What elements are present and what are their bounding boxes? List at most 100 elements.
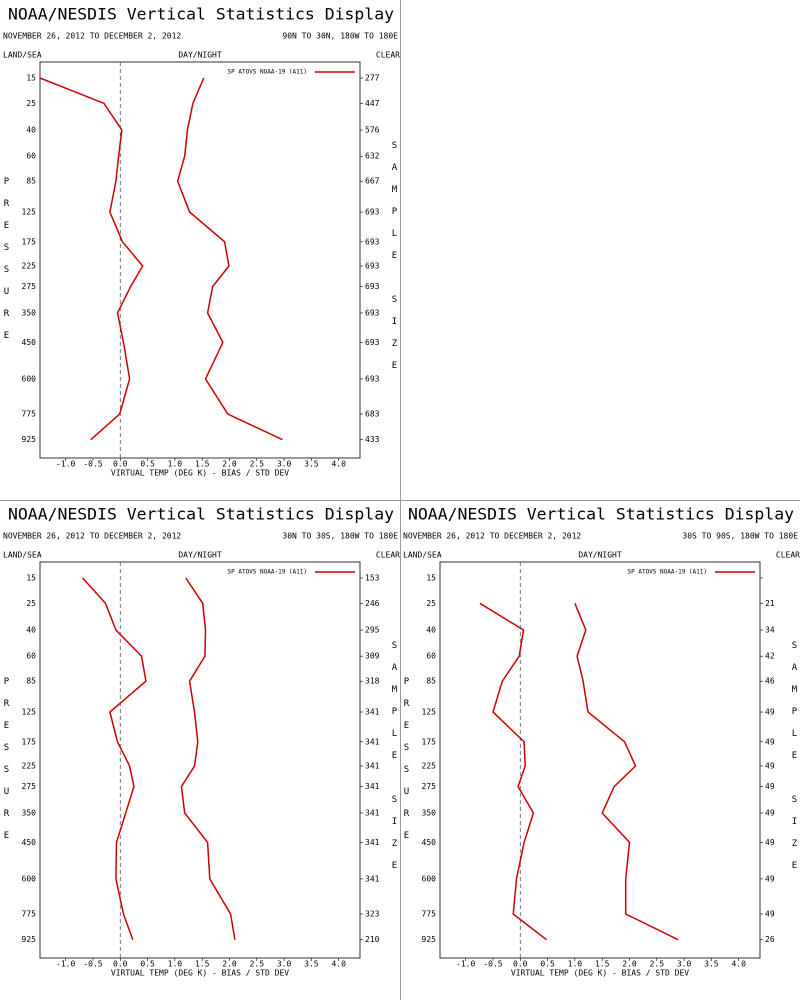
profile-line — [176, 77, 283, 441]
x-tick-label: -1.0 — [56, 460, 75, 469]
sample-size-label: 693 — [365, 374, 380, 383]
y-tick-label: 85 — [26, 677, 36, 686]
y-tick-label: 85 — [426, 677, 436, 686]
sample-size-label: 693 — [365, 282, 380, 291]
x-tick-label: 4.0 — [331, 460, 346, 469]
sample-size-label: 49 — [765, 782, 775, 791]
sample-size-label: 341 — [365, 838, 380, 847]
y-axis-label: PRESSURE — [2, 677, 12, 853]
profile-line — [180, 577, 236, 940]
y-tick-label: 15 — [26, 573, 36, 582]
x-tick-label: 3.5 — [704, 960, 719, 969]
sample-size-label: 49 — [765, 909, 775, 918]
sample-size-label: 49 — [765, 761, 775, 770]
y-tick-label: 600 — [422, 874, 437, 883]
chart-title: NOAA/NESDIS Vertical Statistics Display — [8, 505, 394, 524]
header-left: LAND/SEA — [3, 551, 42, 560]
date-range: NOVEMBER 26, 2012 TO DECEMBER 2, 2012 — [403, 532, 581, 541]
region: 30S TO 90S, 180W TO 180E — [682, 532, 798, 541]
header-right: CLEAR — [376, 551, 400, 560]
chart-title: NOAA/NESDIS Vertical Statistics Display — [8, 5, 394, 24]
x-tick-label: 2.0 — [222, 460, 237, 469]
y-tick-label: 25 — [426, 599, 436, 608]
x-tick-label: 1.0 — [568, 960, 583, 969]
sample-size-label: 693 — [365, 237, 380, 246]
header-right: CLEAR — [376, 51, 400, 60]
x-tick-label: 1.0 — [168, 960, 183, 969]
date-range: NOVEMBER 26, 2012 TO DECEMBER 2, 2012 — [3, 532, 181, 541]
x-tick-label: 4.0 — [331, 960, 346, 969]
x-tick-label: -0.5 — [83, 960, 102, 969]
y-tick-label: 25 — [26, 99, 36, 108]
y-tick-label: 450 — [22, 338, 37, 347]
y-tick-label: 25 — [26, 599, 36, 608]
x-tick-label: 3.0 — [677, 960, 692, 969]
x-tick-label: 3.5 — [304, 960, 319, 969]
x-tick-label: 1.5 — [195, 960, 210, 969]
y-tick-label: 775 — [22, 909, 37, 918]
sample-size-label: 153 — [365, 573, 380, 582]
y-tick-label: 175 — [22, 737, 37, 746]
x-tick-label: 0.0 — [113, 960, 128, 969]
x-tick-label: 0.0 — [513, 960, 528, 969]
y-tick-label: 350 — [22, 808, 37, 817]
y2-axis-label: SAMPLE SIZE — [790, 641, 800, 883]
y-tick-label: 275 — [22, 282, 37, 291]
sample-size-label: 34 — [765, 626, 775, 635]
sample-size-label: 341 — [365, 761, 380, 770]
sample-size-label: 693 — [365, 208, 380, 217]
x-tick-label: 2.5 — [250, 460, 265, 469]
y-tick-label: 85 — [26, 177, 36, 186]
x-tick-label: 1.5 — [595, 960, 610, 969]
y-tick-label: 40 — [426, 626, 436, 635]
sample-size-label: 49 — [765, 808, 775, 817]
sample-size-label: 632 — [365, 152, 380, 161]
y-tick-label: 125 — [22, 708, 37, 717]
x-tick-label: 0.5 — [140, 460, 155, 469]
sample-size-label: 246 — [365, 599, 380, 608]
x-axis-label: VIRTUAL TEMP (DEG K) - BIAS / STD DEV — [111, 469, 289, 478]
y-tick-label: 350 — [422, 808, 437, 817]
sample-size-label: 21 — [765, 599, 775, 608]
sample-size-label: 309 — [365, 652, 380, 661]
sample-size-label: 323 — [365, 909, 380, 918]
y-tick-label: 40 — [26, 626, 36, 635]
sample-size-label: 576 — [365, 126, 380, 135]
x-axis-label: VIRTUAL TEMP (DEG K) - BIAS / STD DEV — [111, 969, 289, 978]
y-tick-label: 60 — [26, 652, 36, 661]
sample-size-label: 318 — [365, 677, 380, 686]
chart-panel: NOAA/NESDIS Vertical Statistics Display N… — [402, 505, 800, 978]
y-tick-label: 15 — [426, 573, 436, 582]
y-tick-label: 225 — [22, 761, 37, 770]
y-tick-label: 40 — [26, 126, 36, 135]
sample-size-label: 210 — [365, 935, 380, 944]
header-center: DAY/NIGHT — [578, 551, 622, 560]
profile-line — [479, 602, 547, 941]
y-tick-label: 925 — [22, 435, 37, 444]
y-tick-label: 15 — [26, 73, 36, 82]
x-tick-label: 0.5 — [140, 960, 155, 969]
sample-size-label: 433 — [365, 435, 380, 444]
sample-size-label: 667 — [365, 177, 380, 186]
y-tick-label: 225 — [22, 261, 37, 270]
sample-size-label: 49 — [765, 737, 775, 746]
sample-size-label: 277 — [365, 73, 380, 82]
header-left: LAND/SEA — [3, 51, 42, 60]
date-range: NOVEMBER 26, 2012 TO DECEMBER 2, 2012 — [3, 32, 181, 41]
sample-size-label: 49 — [765, 708, 775, 717]
x-tick-label: 4.0 — [731, 960, 746, 969]
y-axis-label: PRESSURE — [2, 177, 12, 353]
y-tick-label: 60 — [426, 652, 436, 661]
profile-line — [39, 77, 144, 441]
region: 90N TO 30N, 180W TO 180E — [282, 32, 398, 41]
x-axis-label: VIRTUAL TEMP (DEG K) - BIAS / STD DEV — [511, 969, 689, 978]
x-tick-label: 3.0 — [277, 460, 292, 469]
x-tick-label: 2.0 — [622, 960, 637, 969]
y-tick-label: 350 — [22, 308, 37, 317]
y-tick-label: 275 — [22, 782, 37, 791]
sample-size-label: 447 — [365, 99, 380, 108]
sample-size-label: 341 — [365, 737, 380, 746]
y-tick-label: 450 — [422, 838, 437, 847]
profile-line — [574, 603, 679, 941]
